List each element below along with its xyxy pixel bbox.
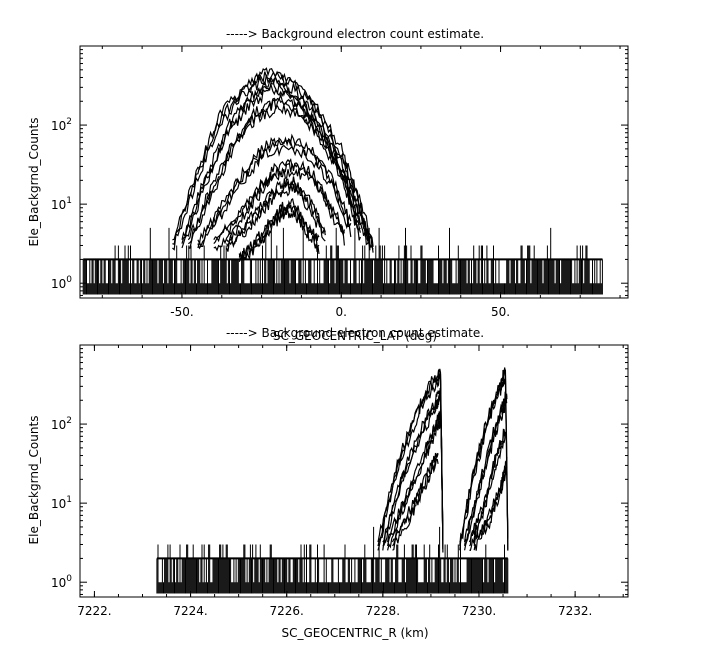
- panel-2-frame: [79, 344, 629, 598]
- p2-series-6-trace-0: [469, 431, 506, 551]
- panel-1-x-axis: -50. 0. 50.: [101, 46, 621, 319]
- p2-series-1-trace-2: [382, 387, 444, 543]
- panel-1-traces: [172, 67, 374, 263]
- panel-2-noise: [156, 526, 509, 594]
- p2-series-3: [391, 452, 439, 551]
- panel-2-traces: [377, 367, 509, 553]
- p2-ytick-label-0: 100: [51, 574, 72, 590]
- p2-series-2-trace-2: [387, 409, 442, 543]
- p2-series-7: [473, 456, 508, 551]
- p1-series-2-trace-2: [187, 92, 361, 241]
- panel-1-title: -----> Background electron count estimat…: [226, 27, 484, 41]
- panel-1-noise: [82, 227, 603, 295]
- p2-ytick-label-1: 101: [51, 495, 72, 511]
- p1-series-4-trace-2: [213, 158, 345, 240]
- panel-2-y-label: Ele_Backgrnd_Counts: [27, 416, 41, 545]
- p2-series-2-trace-1: [387, 413, 442, 547]
- p1-ytick-label-1: 101: [51, 196, 72, 212]
- p2-series-3-trace-2: [391, 452, 439, 543]
- p1-series-4-trace-0: [213, 168, 345, 252]
- p2-series-6-trace-2: [468, 428, 506, 543]
- p1-series-5-trace-1: [226, 178, 326, 248]
- p2-series-5: [464, 391, 508, 551]
- p2-series-5-trace-2: [464, 391, 508, 543]
- p1-series-4: [213, 158, 345, 252]
- p1-series-0: [172, 67, 374, 253]
- p1-series-6-trace-2: [238, 198, 320, 262]
- p2-xtick-label-4: 7230.: [462, 604, 496, 618]
- p1-noise-spikes: [82, 227, 603, 295]
- p2-ytick-label-2: 102: [51, 416, 72, 432]
- p2-series-5-trace-0: [464, 398, 508, 551]
- p1-xtick-label-2: 50.: [491, 305, 510, 319]
- p2-series-7-trace-2: [473, 456, 508, 542]
- p1-series-3-trace-1: [197, 136, 352, 250]
- p1-series-2-trace-0: [188, 104, 361, 249]
- p1-ytick-label-2: 102: [51, 117, 72, 133]
- p1-series-6: [238, 198, 320, 263]
- panel-1-frame: [79, 45, 629, 299]
- p2-xtick-label-3: 7228.: [366, 604, 400, 618]
- panel-2-x-axis: 7222. 7224. 7226. 7228. 7230. 7232.: [77, 345, 624, 618]
- p2-xtick-label-0: 7222.: [77, 604, 111, 618]
- p1-xtick-label-1: 0.: [336, 305, 347, 319]
- p1-series-1: [181, 76, 371, 251]
- p1-series-4-trace-1: [213, 161, 345, 244]
- p1-series-0-trace-2: [172, 67, 374, 247]
- p1-series-2: [187, 92, 361, 249]
- p2-xtick-label-1: 7224.: [173, 604, 207, 618]
- panel-1: -----> Background electron count estimat…: [27, 27, 629, 343]
- p1-series-0-trace-1: [172, 70, 374, 250]
- p1-ytick-label-0: 100: [51, 275, 72, 291]
- panel-1-y-axis: 100 101 102: [51, 49, 628, 296]
- p1-xtick-label-0: -50.: [170, 305, 193, 319]
- panel-2-x-label: SC_GEOCENTRIC_R (km): [282, 626, 429, 640]
- panel-1-y-label: Ele_Backgrnd_Counts: [27, 118, 41, 247]
- p2-series-6: [468, 428, 506, 551]
- panel-1-x-label: SC_GEOCENTRIC_LAT (deg): [273, 329, 437, 343]
- panel-2-y-axis: 100 101 102: [51, 348, 628, 595]
- p2-noise-spikes: [156, 526, 509, 594]
- p1-series-3-trace-0: [197, 144, 352, 249]
- p1-series-6-trace-0: [238, 208, 320, 263]
- p2-xtick-label-2: 7226.: [270, 604, 304, 618]
- p2-xtick-label-5: 7232.: [558, 604, 592, 618]
- p1-series-5: [226, 176, 326, 252]
- p2-series-2: [387, 409, 442, 551]
- p1-series-3-trace-2: [197, 133, 352, 246]
- p1-series-5-trace-2: [226, 176, 326, 242]
- panel-2: -----> Background electron count estimat…: [27, 326, 629, 640]
- p1-series-3: [197, 133, 352, 250]
- panel-2-title: -----> Background electron count estimat…: [226, 326, 484, 340]
